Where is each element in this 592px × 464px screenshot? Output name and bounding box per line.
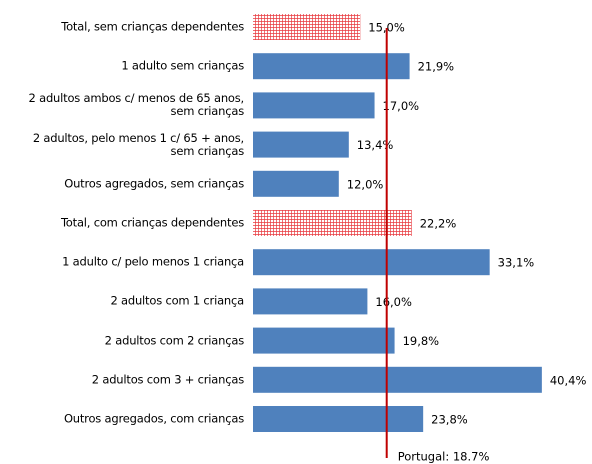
bar <box>253 53 410 80</box>
bar <box>253 131 349 158</box>
reference-label: Portugal: 18.7% <box>398 450 490 464</box>
category-label: 1 adulto c/ pelo menos 1 criança <box>62 254 244 269</box>
bar <box>253 14 361 40</box>
bar <box>253 288 368 315</box>
category-label: Total, sem crianças dependentes <box>61 19 244 34</box>
value-label: 17,0% <box>383 99 420 113</box>
category-label: Outros agregados, com crianças <box>63 411 244 426</box>
value-label: 12,0% <box>347 177 384 191</box>
value-label: 21,9% <box>418 60 455 74</box>
category-label: 2 adultos, pelo menos 1 c/ 65 + anos, se… <box>32 130 244 158</box>
value-label: 19,8% <box>403 334 440 348</box>
bar <box>253 92 375 119</box>
bar <box>253 210 412 236</box>
category-label: 2 adultos com 1 criança <box>110 293 244 308</box>
value-label: 16,0% <box>375 295 412 309</box>
category-label: 2 adultos com 3 + crianças <box>91 372 244 387</box>
bar <box>253 327 395 354</box>
bar <box>253 366 542 393</box>
category-label: 1 adulto sem crianças <box>121 58 244 73</box>
bar <box>253 170 339 197</box>
category-label: Outros agregados, sem crianças <box>64 176 244 191</box>
value-label: 13,4% <box>357 138 394 152</box>
category-label: 2 adultos ambos c/ menos de 65 anos, sem… <box>28 91 245 119</box>
value-label: 33,1% <box>498 256 535 270</box>
category-label: Total, com crianças dependentes <box>60 215 244 230</box>
value-label: 23,8% <box>431 413 468 427</box>
value-label: 15,0% <box>368 21 405 35</box>
value-label: 22,2% <box>420 217 457 231</box>
value-label: 40,4% <box>550 373 587 387</box>
bar <box>253 249 490 276</box>
category-label: 2 adultos com 2 crianças <box>104 333 245 348</box>
bar <box>253 406 424 432</box>
